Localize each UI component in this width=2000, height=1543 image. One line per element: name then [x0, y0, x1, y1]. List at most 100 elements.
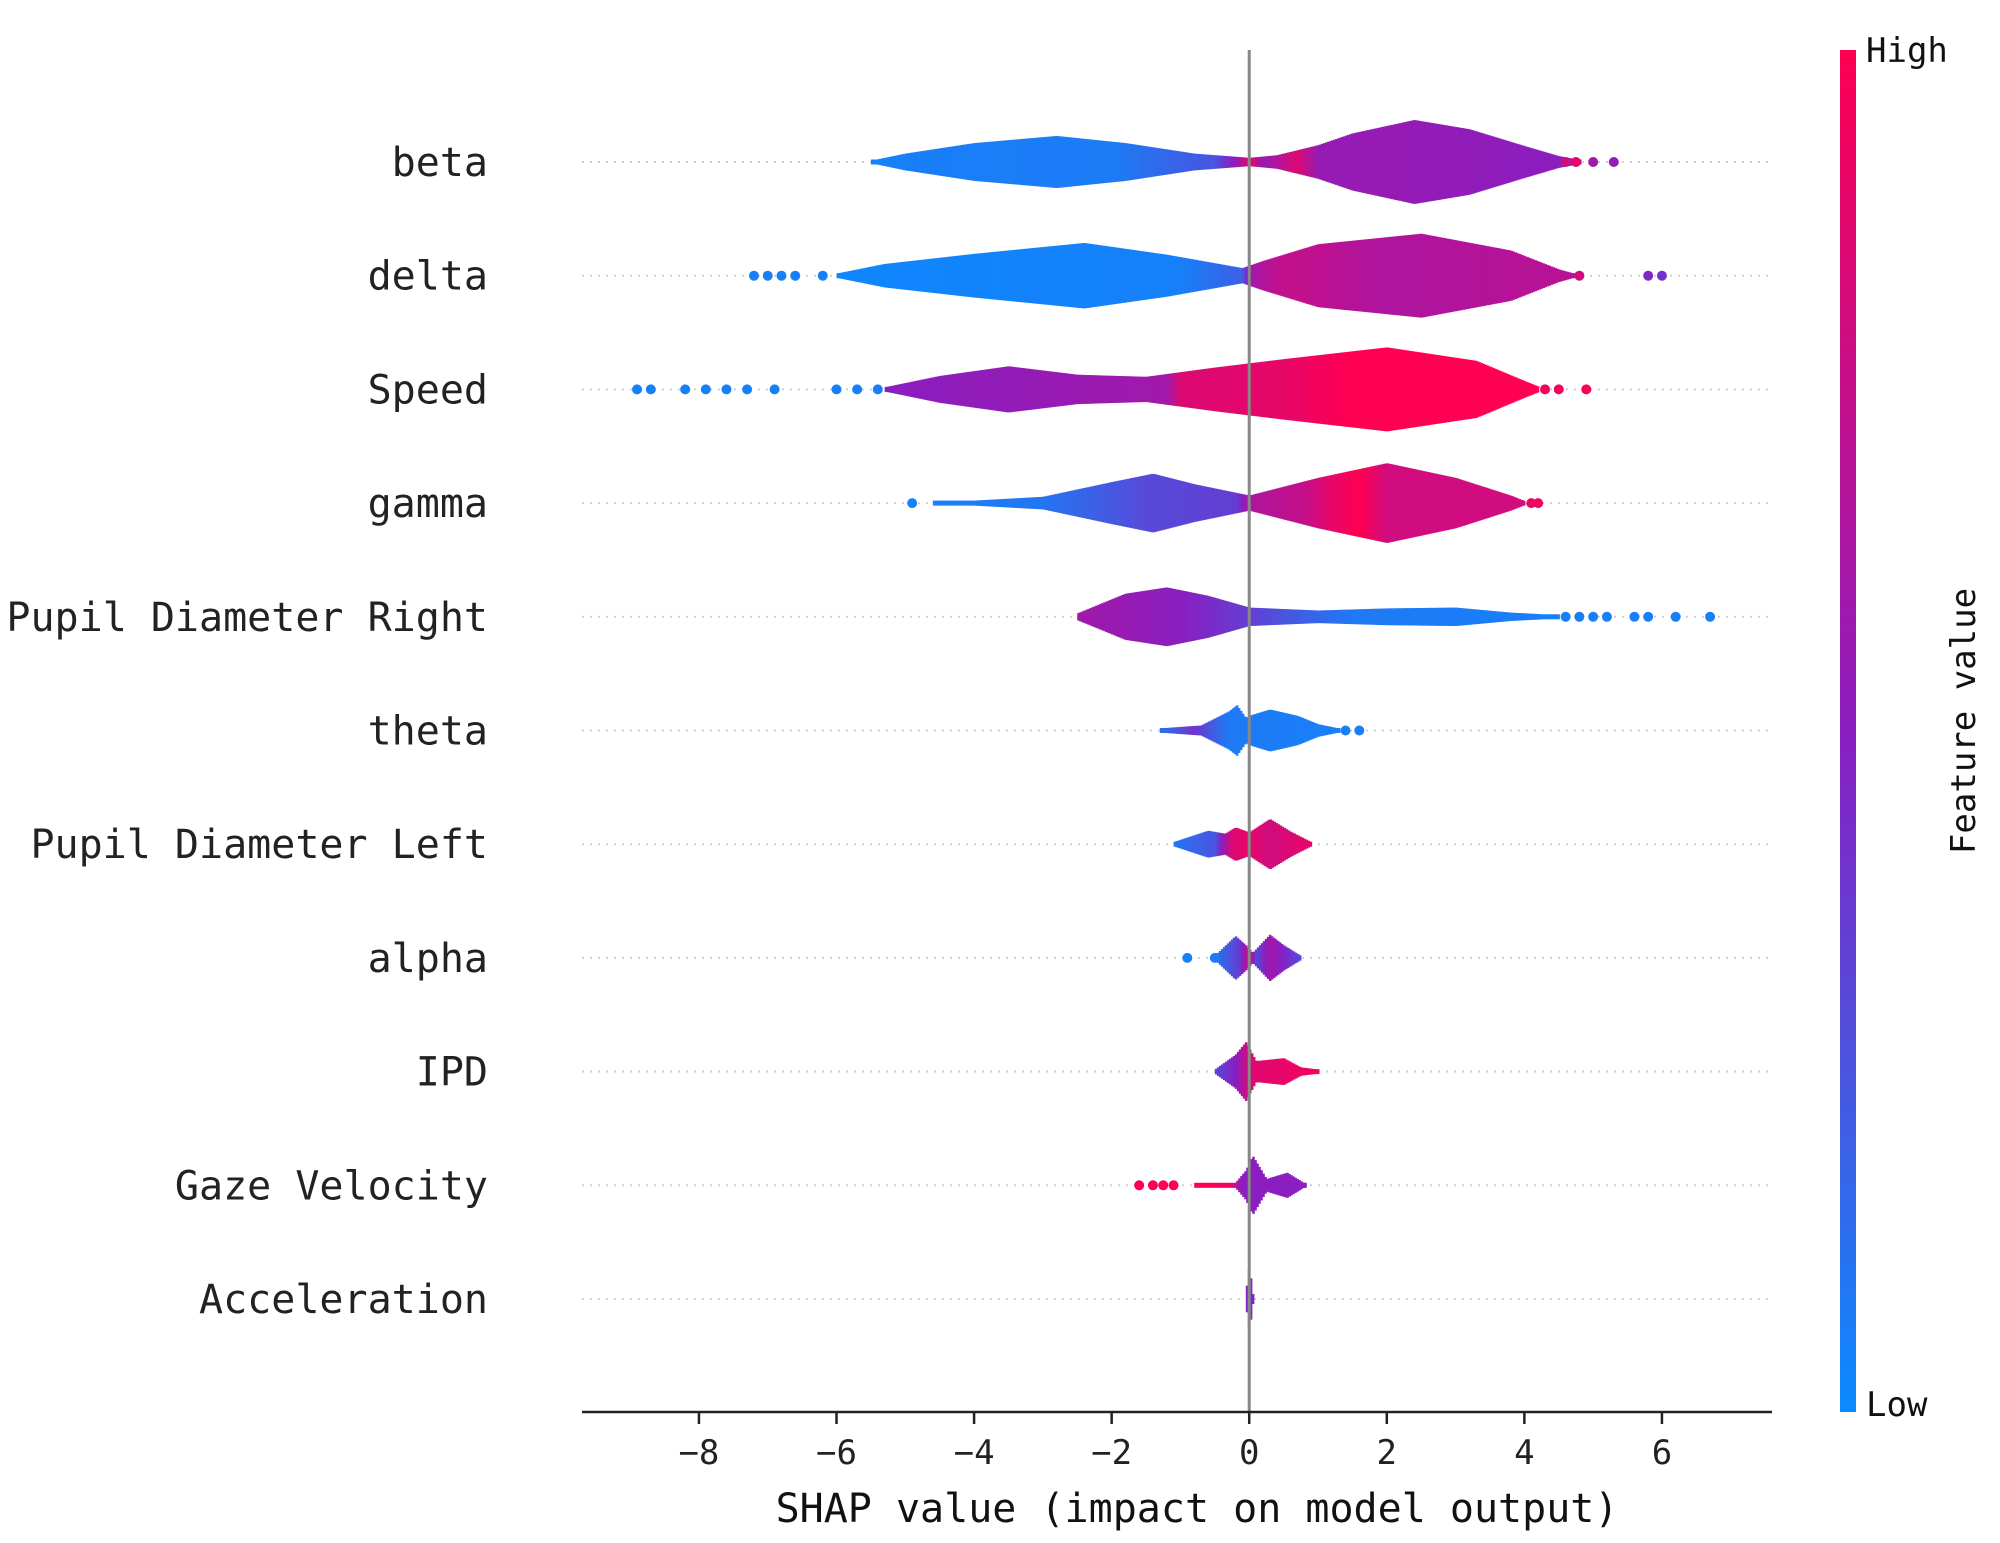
- violin-strip: [1097, 604, 1100, 629]
- violin-strip: [1229, 830, 1233, 859]
- violin-strip: [960, 500, 964, 506]
- violin-strip: [1271, 608, 1274, 626]
- violin-strip: [970, 254, 974, 298]
- violin-strip: [1381, 608, 1384, 626]
- violin-strip: [1192, 370, 1196, 409]
- violin-strip: [1022, 248, 1026, 303]
- violin-strip: [1221, 833, 1225, 856]
- violin-strip: [1334, 242, 1338, 309]
- x-tick-label: −6: [816, 1433, 857, 1473]
- violin-strip: [880, 158, 884, 166]
- violin-strip: [1182, 152, 1186, 172]
- violin-strip: [990, 252, 994, 300]
- violin-strip: [1199, 725, 1203, 736]
- violin-strip: [1098, 140, 1102, 184]
- violin-strip: [1551, 614, 1554, 620]
- violin-strip: [1234, 266, 1238, 285]
- outlier-dot: [1656, 270, 1667, 281]
- violin-strip: [1322, 243, 1326, 308]
- violin-strip: [1138, 145, 1142, 179]
- violin-strip: [1566, 271, 1570, 280]
- violin-strip: [1240, 364, 1244, 415]
- violin-strip: [952, 374, 956, 405]
- violin-strip: [1376, 127, 1380, 197]
- violin-strip: [1107, 600, 1110, 633]
- violin-strip: [1458, 127, 1462, 197]
- violin-strip: [1090, 243, 1094, 308]
- violin-strip: [1308, 480, 1312, 527]
- violin-strip: [1102, 245, 1106, 306]
- violin-strip: [1176, 256, 1180, 295]
- violin-strip: [1459, 607, 1462, 626]
- violin-strip: [1212, 155, 1216, 169]
- violin-strip: [1444, 125, 1448, 199]
- violin-strip: [1367, 608, 1370, 625]
- violin-strip: [1022, 138, 1026, 186]
- violin-strip: [1380, 127, 1384, 197]
- violin-strip: [1304, 481, 1308, 526]
- colorbar-gradient: [1840, 50, 1856, 1412]
- violin-strip: [1410, 234, 1414, 317]
- violin-strip: [1396, 349, 1400, 430]
- violin-strip: [1260, 361, 1264, 417]
- violin-strip: [934, 376, 938, 403]
- violin-strip: [1042, 496, 1046, 510]
- violin-strip: [1124, 143, 1128, 181]
- violin-strip: [1028, 497, 1032, 509]
- violin-strip: [1094, 375, 1098, 404]
- violin-strip: [1196, 153, 1200, 171]
- violin-strip: [1554, 155, 1558, 169]
- violin-strip: [1227, 711, 1231, 750]
- violin-strip: [1126, 249, 1130, 303]
- violin-strip: [1264, 156, 1268, 168]
- violin-strip: [1002, 140, 1006, 184]
- violin-strip: [896, 384, 900, 395]
- violin-strip: [1298, 149, 1302, 175]
- outlier-dot: [680, 384, 691, 395]
- violin-strip: [1150, 376, 1154, 403]
- violin-strip: [1010, 250, 1014, 302]
- violin-strip: [1251, 830, 1255, 859]
- violin-strip: [1091, 607, 1094, 627]
- violin-strip: [1516, 253, 1520, 299]
- violin-strip: [1142, 251, 1146, 300]
- violin-strip: [990, 499, 994, 507]
- violin-strip: [1218, 1182, 1221, 1188]
- violin-strip: [1229, 709, 1233, 752]
- violin-strip: [1292, 951, 1296, 965]
- violin-strip: [1508, 141, 1512, 183]
- violin-strip: [1350, 240, 1354, 311]
- violin-strip: [1366, 239, 1370, 313]
- violin-strip: [1242, 364, 1246, 415]
- violin-strip: [1368, 238, 1372, 313]
- violin-strip: [1276, 155, 1280, 170]
- feature-label: delta: [368, 254, 488, 300]
- violin-strip: [1528, 147, 1532, 177]
- violin-strip: [1260, 1060, 1264, 1083]
- violin-strip: [1198, 154, 1202, 170]
- violin-strip: [1179, 590, 1182, 644]
- violin-strip: [1062, 492, 1066, 514]
- violin-strip: [1260, 492, 1264, 514]
- violin-strip: [1251, 1293, 1255, 1305]
- violin-strip: [914, 151, 918, 173]
- violin-strip: [1420, 470, 1424, 536]
- violin-strip: [1204, 486, 1208, 520]
- violin-strip: [992, 499, 996, 507]
- violin-strip: [1278, 1175, 1281, 1196]
- violin-strip: [1166, 254, 1170, 297]
- violin-strip: [1490, 367, 1494, 412]
- violin-strip: [1132, 477, 1136, 529]
- violin-strip: [1066, 373, 1070, 406]
- violin-strip: [1273, 608, 1276, 625]
- violin-strip: [1303, 718, 1307, 743]
- violin-strip: [1210, 487, 1214, 519]
- violin-strip: [1374, 128, 1378, 196]
- violin-strip: [936, 376, 940, 403]
- violin-strip: [1309, 610, 1312, 624]
- violin-strip: [1463, 608, 1466, 626]
- violin-strip: [1128, 478, 1132, 528]
- violin-strip: [1452, 239, 1456, 312]
- violin-strip: [1242, 494, 1246, 512]
- violin-strip: [1500, 492, 1504, 514]
